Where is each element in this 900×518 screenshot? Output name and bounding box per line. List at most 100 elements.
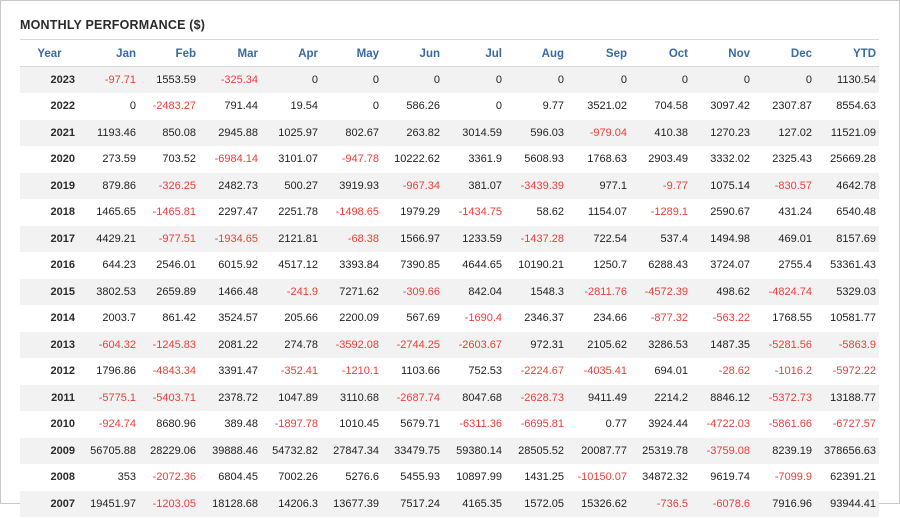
value-cell-sep: 3521.02 xyxy=(567,93,630,120)
year-cell: 2014 xyxy=(20,305,79,332)
value-cell-mar: 2945.88 xyxy=(199,119,261,147)
value-cell-nov: -4722.03 xyxy=(691,411,753,438)
value-cell-jul: 8047.68 xyxy=(443,384,505,412)
column-header-aug: Aug xyxy=(505,41,567,67)
value-cell-dec: -4824.74 xyxy=(753,278,815,306)
value-cell-dec: -5281.56 xyxy=(753,331,815,359)
value-cell-sep: -979.04 xyxy=(567,119,630,147)
value-cell-jul: -2603.67 xyxy=(443,331,505,359)
table-row: 2013 -604.32 -1245.83 2081.22 274.78 -3592.08… xyxy=(20,331,879,359)
year-cell: 2016 xyxy=(20,252,79,279)
value-cell-sep: 722.54 xyxy=(567,225,630,253)
value-cell-sep: -2811.76 xyxy=(567,278,630,306)
value-cell-nov: -563.22 xyxy=(691,305,753,332)
table-row: 2022 0 -2483.27 791.44 19.54 0 586.26 0 9.77 3521… xyxy=(20,93,879,120)
value-cell-jan: 273.59 xyxy=(79,146,139,173)
value-cell-aug: 596.03 xyxy=(505,119,567,147)
value-cell-jul: -1434.75 xyxy=(443,199,505,226)
value-cell-jun: 1566.97 xyxy=(382,225,443,253)
column-header-nov: Nov xyxy=(691,41,753,67)
value-cell-feb: 850.08 xyxy=(139,119,199,147)
value-cell-jun: 263.82 xyxy=(382,119,443,147)
value-cell-jan: 1193.46 xyxy=(79,119,139,147)
value-cell-feb: -2072.36 xyxy=(139,464,199,491)
value-cell-mar: -1934.65 xyxy=(199,225,261,253)
value-cell-jan: 353 xyxy=(79,464,139,491)
value-cell-apr: 1025.97 xyxy=(261,119,321,147)
value-cell-may: -947.78 xyxy=(321,146,382,173)
value-cell-jan: -924.74 xyxy=(79,411,139,438)
value-cell-jun: 586.26 xyxy=(382,93,443,120)
value-cell-oct: 704.58 xyxy=(630,93,691,120)
year-cell: 2019 xyxy=(20,172,79,200)
value-cell-sep: 1768.63 xyxy=(567,146,630,173)
table-row: 2008 353 -2072.36 6804.45 7002.26 5276.6 5455.… xyxy=(20,464,879,491)
value-cell-jun: -309.66 xyxy=(382,278,443,306)
year-cell: 2012 xyxy=(20,358,79,385)
value-cell-ytd: 10581.77 xyxy=(815,305,879,332)
value-cell-jan: 644.23 xyxy=(79,252,139,279)
year-cell: 2011 xyxy=(20,384,79,412)
table-row: 2020 273.59 703.52 -6984.14 3101.07 -947.78 10… xyxy=(20,146,879,173)
value-cell-aug: 5608.93 xyxy=(505,146,567,173)
value-cell-may: 0 xyxy=(321,93,382,120)
value-cell-sep: 20087.77 xyxy=(567,437,630,465)
value-cell-sep: 9411.49 xyxy=(567,384,630,412)
value-cell-may: -1498.65 xyxy=(321,199,382,226)
value-cell-mar: 3391.47 xyxy=(199,358,261,385)
value-cell-nov: 498.62 xyxy=(691,278,753,306)
value-cell-aug: 1548.3 xyxy=(505,278,567,306)
value-cell-nov: -3759.08 xyxy=(691,437,753,465)
column-header-jul: Jul xyxy=(443,41,505,67)
value-cell-sep: 1250.7 xyxy=(567,252,630,279)
value-cell-dec: 127.02 xyxy=(753,119,815,147)
value-cell-feb: 861.42 xyxy=(139,305,199,332)
value-cell-aug: 972.31 xyxy=(505,331,567,359)
column-header-ytd: YTD xyxy=(815,41,879,67)
value-cell-jun: -967.34 xyxy=(382,172,443,200)
value-cell-dec: 2307.87 xyxy=(753,93,815,120)
column-header-sep: Sep xyxy=(567,41,630,67)
value-cell-mar: 2378.72 xyxy=(199,384,261,412)
column-header-oct: Oct xyxy=(630,41,691,67)
value-cell-mar: 389.48 xyxy=(199,411,261,438)
value-cell-dec: 1768.55 xyxy=(753,305,815,332)
value-cell-may: 5276.6 xyxy=(321,464,382,491)
table-row: 2011 -5775.1 -5403.71 2378.72 1047.89 3110.68… xyxy=(20,384,879,412)
table-row: 2023 -97.71 1553.59 -325.34 0 0 0 0 0 0 0 0 0 1130.54 xyxy=(20,66,879,94)
value-cell-sep: 977.1 xyxy=(567,172,630,200)
year-cell: 2015 xyxy=(20,278,79,306)
value-cell-may: 3919.93 xyxy=(321,172,382,200)
value-cell-may: 0 xyxy=(321,66,382,94)
value-cell-jun: 33479.75 xyxy=(382,437,443,465)
column-header-feb: Feb xyxy=(139,41,199,67)
value-cell-oct: 410.38 xyxy=(630,119,691,147)
value-cell-jan: 1465.65 xyxy=(79,199,139,226)
value-cell-aug: -3439.39 xyxy=(505,172,567,200)
value-cell-apr: -1897.78 xyxy=(261,411,321,438)
value-cell-oct: -9.77 xyxy=(630,172,691,200)
value-cell-jul: 59380.14 xyxy=(443,437,505,465)
value-cell-oct: -4572.39 xyxy=(630,278,691,306)
table-row: 2018 1465.65 -1465.81 2297.47 2251.78 -1498.6… xyxy=(20,199,879,226)
value-cell-oct: 25319.78 xyxy=(630,437,691,465)
year-cell: 2017 xyxy=(20,225,79,253)
value-cell-jan: 879.86 xyxy=(79,172,139,200)
value-cell-feb: 1553.59 xyxy=(139,66,199,94)
value-cell-mar: 6015.92 xyxy=(199,252,261,279)
value-cell-jun: -2744.25 xyxy=(382,331,443,359)
value-cell-may: 27847.34 xyxy=(321,437,382,465)
column-header-mar: Mar xyxy=(199,41,261,67)
value-cell-apr: 19.54 xyxy=(261,93,321,120)
table-row: 2016 644.23 2546.01 6015.92 4517.12 3393.84 73… xyxy=(20,252,879,279)
value-cell-oct: 3286.53 xyxy=(630,331,691,359)
value-cell-feb: -2483.27 xyxy=(139,93,199,120)
value-cell-oct: 2903.49 xyxy=(630,146,691,173)
value-cell-jun: 10222.62 xyxy=(382,146,443,173)
value-cell-feb: 8680.96 xyxy=(139,411,199,438)
value-cell-mar: 3524.57 xyxy=(199,305,261,332)
value-cell-aug: -2224.67 xyxy=(505,358,567,385)
value-cell-sep: 0 xyxy=(567,66,630,94)
value-cell-sep: -10150.07 xyxy=(567,464,630,491)
table-row: 2010 -924.74 8680.96 389.48 -1897.78 1010.45 5… xyxy=(20,411,879,438)
